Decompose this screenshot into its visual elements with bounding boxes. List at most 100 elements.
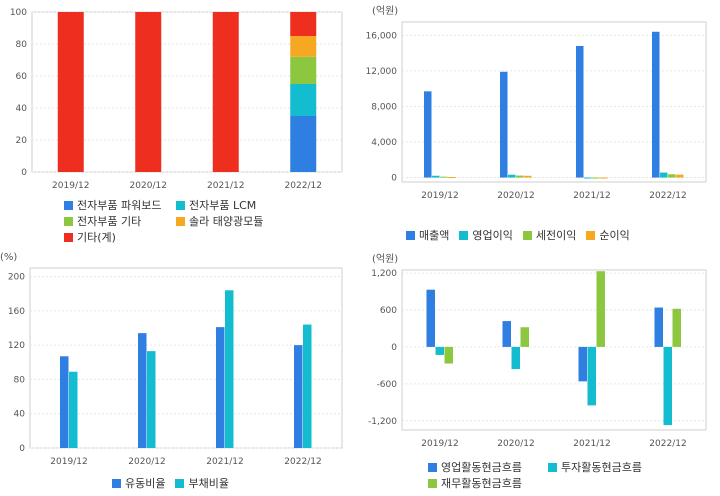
- ratio-legend: 유동비율 부채비율: [112, 476, 332, 492]
- y-tick-label: -1,200: [368, 417, 397, 427]
- legend-label: 전자부품 기타: [77, 215, 142, 228]
- x-tick-label: 2019/12: [50, 457, 87, 467]
- plot-frame: [401, 269, 707, 431]
- y-tick-label: 20: [16, 136, 28, 146]
- bar: [652, 31, 660, 178]
- bar: [147, 351, 156, 448]
- bar: [216, 327, 225, 448]
- x-tick-label: 2019/12: [421, 439, 458, 449]
- legend-swatch: [428, 463, 437, 472]
- bar: [138, 333, 147, 448]
- bar: [500, 71, 508, 178]
- legend-item: 부채비율: [175, 476, 229, 491]
- x-tick-label: 2022/12: [649, 439, 686, 449]
- legend-label: 기타(계): [77, 231, 116, 244]
- y-tick-label: 0: [19, 444, 25, 454]
- legend-label: 재무활동현금흐름: [441, 477, 522, 490]
- bar: [440, 176, 448, 178]
- x-tick-label: 2022/12: [649, 191, 686, 201]
- x-tick-label: 2020/12: [497, 439, 534, 449]
- bar: [511, 346, 520, 370]
- y-tick-label: 60: [16, 72, 28, 82]
- bar: [600, 177, 608, 179]
- y-tick-label: 200: [8, 273, 25, 283]
- ratio-plot: 0 40 80 120 160 200 (%) 2019/12 2020/12 2021/12 20…: [0, 252, 343, 467]
- legend-swatch: [548, 463, 557, 472]
- bar-segment: [212, 12, 239, 172]
- y-tick-label: 0: [391, 343, 397, 353]
- ratio-chart: 0 40 80 120 160 200 (%) 2019/12 2020/12 2021/12 20…: [0, 248, 360, 496]
- bar: [672, 308, 681, 347]
- legend-item: 기타(계): [64, 230, 176, 245]
- legend-swatch: [64, 233, 73, 242]
- bar: [424, 91, 432, 178]
- bar: [60, 356, 69, 448]
- legend-label: 투자활동현금흐름: [561, 461, 642, 474]
- bar: [448, 177, 456, 179]
- cashflow-legend: 영업활동현금흐름 투자활동현금흐름 재무활동현금흐름: [428, 460, 688, 492]
- bar: [663, 346, 672, 426]
- bar-segment: [290, 36, 317, 57]
- income-plot: 0 4,000 8,000 12,000 16,000 (억원) 2019/12 2020/1…: [366, 5, 707, 201]
- y-tick-label: 0: [21, 168, 27, 178]
- plot-frame: [401, 21, 707, 183]
- legend-swatch: [112, 479, 121, 488]
- legend-item: 유동비율: [112, 476, 165, 491]
- legend-label: 유동비율: [125, 477, 166, 490]
- y-tick-label: 1,200: [371, 269, 397, 279]
- cashflow-chart: -1,200 -600 0 600 1,200 (억원) 2019/12 2020/12 202…: [360, 248, 720, 496]
- legend-label: 매출액: [419, 229, 450, 242]
- y-tick-label: 0: [391, 174, 397, 184]
- bar-segment: [57, 12, 84, 172]
- unit-label: (억원): [372, 5, 398, 17]
- bar-segment: [290, 84, 317, 116]
- legend-swatch: [175, 479, 185, 488]
- bar: [654, 307, 663, 347]
- y-tick-label: -600: [377, 380, 398, 390]
- bar: [584, 177, 592, 179]
- product-mix-plot: 0 20 40 60 80 100 2019/12 2020/12 2021/12 2022/12: [10, 8, 343, 191]
- bar: [294, 345, 303, 448]
- legend-swatch: [522, 231, 532, 240]
- legend-item: 순이익: [586, 228, 630, 243]
- x-tick-label: 2019/12: [52, 181, 89, 191]
- legend-swatch: [64, 217, 73, 226]
- x-tick-label: 2022/12: [284, 457, 321, 467]
- legend-swatch: [459, 231, 469, 240]
- legend-item: 세전이익: [522, 228, 577, 243]
- cashflow-plot: -1,200 -600 0 600 1,200 (억원) 2019/12 2020/12 202…: [368, 253, 707, 449]
- legend-label: 세전이익: [535, 229, 577, 242]
- bar: [444, 346, 453, 364]
- legend-swatch: [176, 201, 185, 210]
- x-tick-label: 2021/12: [206, 457, 243, 467]
- bar: [524, 175, 532, 178]
- legend-swatch: [406, 231, 415, 240]
- legend-label: 순이익: [599, 229, 630, 242]
- unit-label: (억원): [372, 253, 398, 265]
- x-tick-label: 2021/12: [573, 191, 610, 201]
- bar: [435, 346, 444, 355]
- bar: [303, 324, 312, 448]
- legend-label: 영업이익: [472, 229, 513, 242]
- bar-segment: [290, 12, 317, 36]
- bar: [225, 290, 234, 448]
- legend-item: 전자부품 LCM: [176, 198, 288, 213]
- legend-swatch: [64, 201, 73, 210]
- legend-swatch: [586, 231, 596, 240]
- bar: [660, 172, 668, 178]
- bar-segment: [290, 56, 317, 84]
- product-mix-legend: 전자부품 파워보드 전자부품 LCM 전자부품 기타 솔라 태양광모듈 기타(계): [64, 198, 314, 246]
- bar: [508, 174, 516, 178]
- plot-frame: [31, 11, 343, 173]
- legend-swatch: [428, 479, 437, 488]
- y-tick-label: 4,000: [371, 138, 397, 148]
- x-tick-label: 2021/12: [573, 439, 610, 449]
- bar: [69, 371, 78, 448]
- bar: [432, 175, 440, 178]
- x-tick-label: 2022/12: [285, 181, 322, 191]
- y-tick-label: 8,000: [371, 102, 397, 112]
- y-tick-label: 16,000: [366, 31, 398, 41]
- y-tick-label: 600: [380, 306, 397, 316]
- bar: [668, 174, 676, 178]
- x-tick-label: 2021/12: [207, 181, 244, 191]
